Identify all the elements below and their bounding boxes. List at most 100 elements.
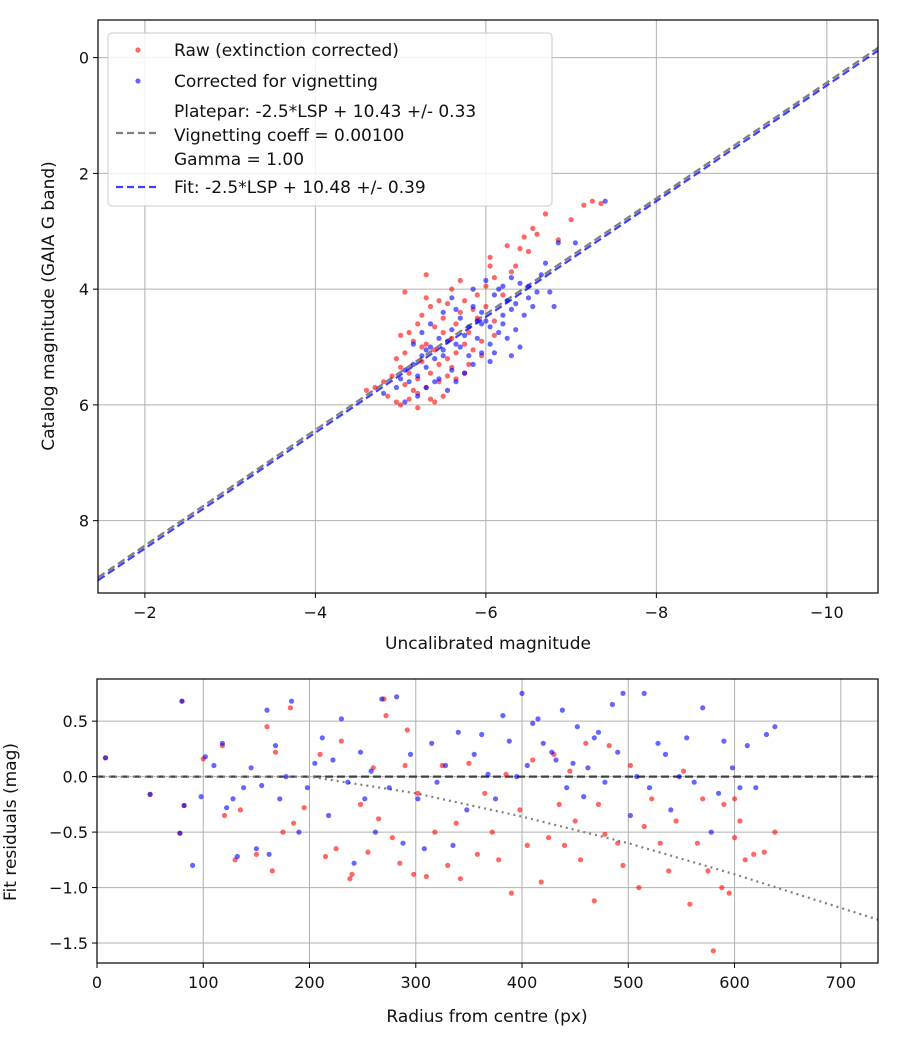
- raw-point: [581, 202, 587, 208]
- raw-point: [427, 396, 434, 402]
- raw-point: [444, 356, 451, 362]
- y-tick-label: −1.0: [49, 879, 88, 898]
- corrected-point: [432, 356, 438, 362]
- corrected-point: [259, 782, 265, 789]
- corrected-point: [381, 390, 387, 396]
- raw-point: [500, 292, 506, 298]
- corrected-point: [440, 353, 446, 359]
- top-ylabel: Catalog magnitude (GAIA G band): [39, 161, 59, 451]
- raw-point: [772, 829, 778, 835]
- raw-point: [567, 768, 573, 774]
- raw-point: [393, 399, 399, 405]
- corrected-point: [453, 341, 459, 347]
- corrected-point: [662, 751, 669, 758]
- raw-point: [436, 361, 442, 367]
- x-tick-label: −2: [133, 603, 157, 622]
- top-axes-frame: [97, 19, 879, 594]
- raw-point: [524, 842, 530, 849]
- corrected-point: [615, 749, 621, 755]
- raw-point: [606, 743, 612, 749]
- corrected-point: [479, 321, 485, 327]
- raw-point: [687, 901, 693, 907]
- fit-line: [98, 49, 878, 582]
- corrected-point: [400, 840, 406, 846]
- raw-point: [253, 851, 259, 857]
- y-tick-label: 2: [79, 164, 89, 183]
- legend-platepar-label-line: Platepar: -2.5*LSP + 10.43 +/- 0.33: [174, 102, 476, 122]
- raw-point: [503, 771, 509, 778]
- raw-point: [411, 871, 417, 877]
- raw-point: [657, 840, 663, 846]
- raw-point: [627, 762, 634, 769]
- raw-point: [680, 768, 687, 774]
- x-tick-label: 600: [719, 973, 750, 992]
- corrected-point: [585, 765, 591, 771]
- corrected-point: [440, 309, 446, 315]
- raw-point: [591, 898, 597, 904]
- corrected-point: [591, 735, 597, 741]
- raw-point: [383, 713, 389, 719]
- bottom-ylabel: Fit residuals (mag): [1, 743, 21, 901]
- platepar-line: [98, 46, 878, 579]
- corrected-point: [393, 384, 399, 391]
- corrected-point: [351, 860, 357, 866]
- raw-point: [556, 801, 562, 808]
- corrected-point: [449, 367, 455, 373]
- x-tick-label: 300: [401, 973, 432, 992]
- raw-point: [402, 382, 408, 388]
- raw-point: [269, 868, 275, 874]
- corrected-point: [288, 698, 295, 704]
- raw-point: [572, 818, 578, 824]
- corrected-point: [368, 768, 374, 774]
- raw-point: [666, 868, 672, 874]
- legend-fit-label: Fit: -2.5*LSP + 10.48 +/- 0.39: [174, 178, 426, 198]
- corrected-point: [485, 771, 491, 778]
- corrected-point: [283, 774, 289, 780]
- raw-point: [317, 751, 323, 758]
- raw-point: [406, 329, 412, 336]
- raw-point: [423, 295, 429, 301]
- corrected-point: [525, 283, 532, 289]
- y-tick-label: 6: [79, 396, 89, 415]
- raw-point: [538, 879, 544, 885]
- raw-point: [365, 849, 371, 855]
- raw-point: [504, 243, 510, 249]
- raw-point: [322, 853, 329, 860]
- corrected-point: [641, 690, 647, 697]
- corrected-point: [272, 743, 279, 749]
- corrected-point: [379, 696, 385, 702]
- corrected-point: [345, 779, 351, 785]
- corrected-point: [530, 720, 536, 727]
- x-tick-label: 700: [826, 973, 857, 992]
- raw-point: [542, 211, 549, 217]
- corrected-point: [729, 765, 736, 771]
- raw-point: [423, 341, 429, 347]
- x-tick-label: −10: [810, 603, 844, 622]
- raw-point: [483, 303, 489, 310]
- raw-point: [517, 246, 523, 252]
- corrected-point: [609, 701, 616, 708]
- corrected-point: [462, 370, 468, 376]
- legend-raw-marker: [135, 47, 141, 53]
- corrected-point: [500, 312, 506, 318]
- raw-point: [415, 321, 421, 327]
- raw-point: [449, 335, 455, 341]
- corrected-point: [737, 785, 743, 791]
- corrected-point: [190, 862, 196, 869]
- corrected-point: [602, 198, 608, 204]
- raw-point: [291, 820, 297, 826]
- corrected-point: [514, 774, 520, 780]
- corrected-point: [504, 335, 510, 341]
- x-tick-label: −4: [304, 603, 328, 622]
- corrected-point: [483, 277, 489, 284]
- corrected-point: [427, 344, 434, 350]
- corrected-point: [487, 358, 493, 365]
- corrected-point: [668, 807, 674, 813]
- raw-point: [462, 341, 468, 347]
- corrected-point: [386, 785, 392, 791]
- corrected-point: [440, 347, 446, 353]
- raw-point: [436, 298, 442, 304]
- corrected-point: [496, 286, 502, 292]
- bottom-axes-frame: [96, 678, 879, 964]
- corrected-point: [402, 367, 408, 373]
